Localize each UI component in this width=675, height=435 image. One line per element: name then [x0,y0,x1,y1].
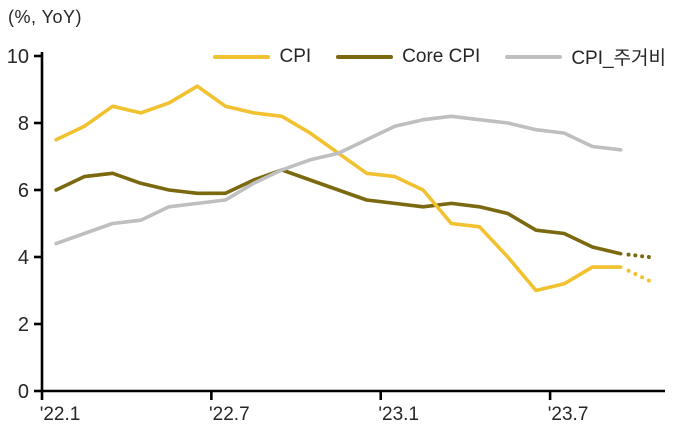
svg-text:4: 4 [18,247,29,269]
svg-text:2: 2 [18,314,29,336]
svg-text:6: 6 [18,180,29,202]
svg-text:8: 8 [18,113,29,135]
svg-text:'22.1: '22.1 [40,404,81,425]
cpi-line-swatch [213,54,271,59]
axis-unit-label: (%, YoY) [8,7,83,27]
svg-text:'23.1: '23.1 [378,404,419,425]
legend-label-core-cpi: Core CPI [402,45,481,67]
legend-item-core-cpi: Core CPI [336,46,480,68]
legend-item-cpi-housing: CPI_주거비 [505,43,666,70]
svg-text:'23.7: '23.7 [548,404,589,425]
legend-item-cpi: CPI [213,46,311,68]
svg-text:10: 10 [7,46,29,68]
legend-label-cpi: CPI [279,45,312,67]
core-cpi-line-swatch [336,54,394,59]
svg-text:0: 0 [18,381,29,403]
cpi-housing-line-swatch [505,54,563,59]
chart-legend: CPI Core CPI CPI_주거비 [213,43,666,70]
svg-text:'22.7: '22.7 [209,404,250,425]
legend-label-cpi-housing: CPI_주거비 [571,48,666,69]
